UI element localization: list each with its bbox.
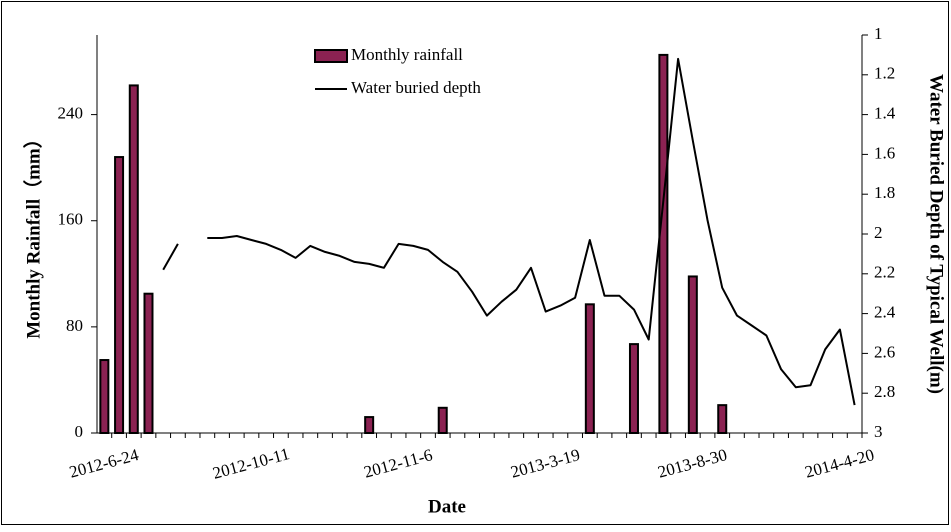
bar: [584, 303, 595, 434]
y-tick-label: 0: [75, 422, 84, 441]
bar: [364, 416, 375, 434]
y2-tick-label: 1.8: [874, 183, 895, 202]
bar: [143, 292, 154, 435]
x-axis-title: Date: [428, 496, 466, 517]
y2-tick-label: 3: [874, 422, 883, 441]
y2-tick-label: 2.8: [874, 382, 895, 401]
legend-label: Water buried depth: [351, 78, 481, 97]
y2-tick-label: 2.6: [874, 342, 895, 361]
line: [162, 57, 856, 406]
y-tick-label: 80: [66, 316, 83, 335]
y2-axis-title: Water Buried Depth of Typical Well(m): [926, 74, 947, 394]
y-tick-label: 240: [58, 104, 84, 123]
y2-tick-label: 2.2: [874, 263, 895, 282]
y2-tick-label: 1.6: [874, 143, 895, 162]
bar: [658, 53, 669, 435]
y2-tick-label: 1: [874, 24, 883, 43]
y2-tick-label: 1.2: [874, 64, 895, 83]
bar: [687, 275, 698, 434]
y-axis-title: Monthly Rainfall（mm）: [21, 129, 44, 339]
y2-tick-label: 2.4: [874, 303, 896, 322]
bar: [128, 84, 139, 434]
bar: [114, 156, 125, 434]
legend-swatch: [314, 49, 348, 63]
legend-label: Monthly rainfall: [351, 45, 463, 64]
bar: [628, 343, 639, 435]
bar: [437, 406, 448, 435]
y2-tick-label: 2: [874, 223, 883, 242]
y-tick-label: 160: [58, 210, 84, 229]
bar: [99, 359, 110, 434]
bar: [717, 404, 728, 435]
y2-tick-label: 1.4: [874, 104, 896, 123]
